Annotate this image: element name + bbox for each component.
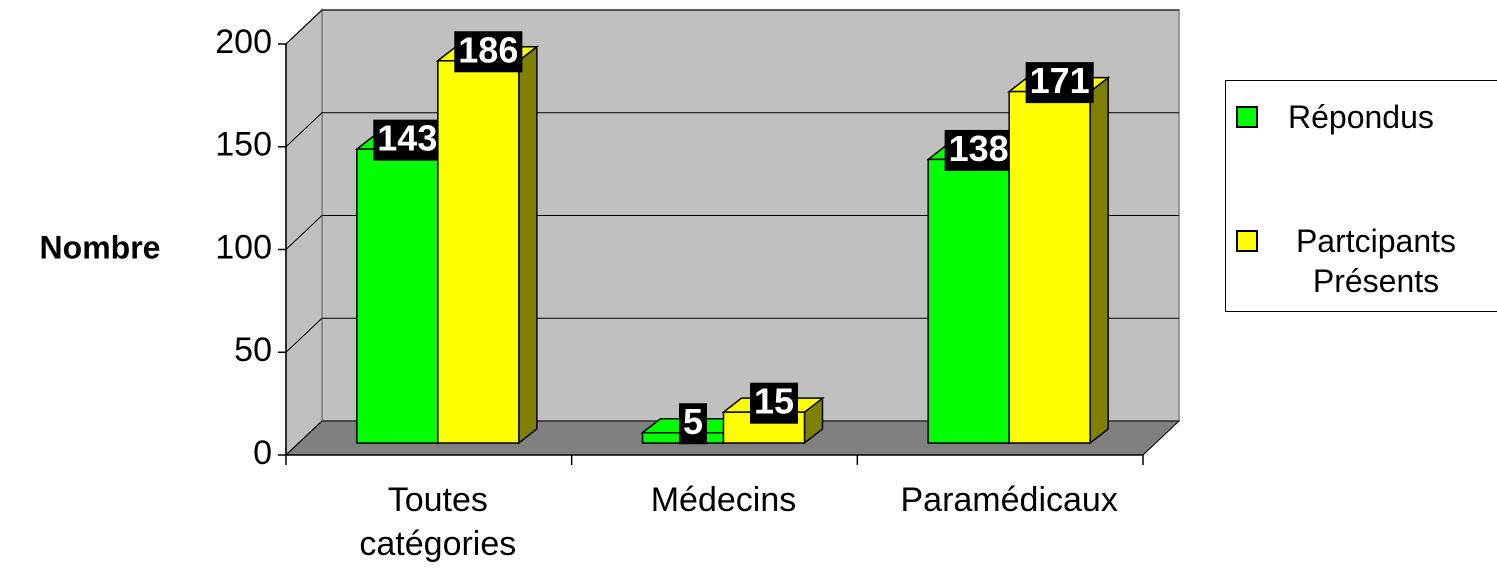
data-label: 186 <box>458 29 518 70</box>
data-label: 171 <box>1030 60 1090 101</box>
data-label-bg <box>373 119 442 161</box>
grid-line <box>285 112 1179 148</box>
bar <box>437 60 520 444</box>
legend-swatch <box>1236 106 1258 128</box>
y-tick-label: 150 <box>215 126 272 164</box>
y-tick-label: 200 <box>215 23 272 61</box>
legend-label: Répondus <box>1288 99 1434 135</box>
grid-line <box>285 9 1179 45</box>
bar <box>1008 90 1091 444</box>
bar <box>927 158 1010 444</box>
x-tick-label: Toutes catégories <box>359 481 517 563</box>
data-label: 143 <box>377 118 437 159</box>
y-axis-label: Nombre <box>40 229 161 265</box>
data-label-bg <box>944 129 1013 171</box>
grid-line <box>285 317 1179 353</box>
data-label: 138 <box>949 128 1009 169</box>
grid-line <box>285 215 1179 250</box>
data-label-bg <box>1025 62 1094 104</box>
legend: Répondus Partcipants Présents <box>1225 80 1497 312</box>
bar <box>356 148 439 444</box>
data-label: 5 <box>683 401 703 442</box>
bar-side <box>518 45 538 445</box>
legend-label: Partcipants Présents <box>1295 223 1457 299</box>
data-label-bg <box>749 382 799 424</box>
grid-line <box>285 420 1179 456</box>
bar-side <box>1089 76 1109 445</box>
y-tick-label: 100 <box>215 228 272 266</box>
data-label-bg <box>454 31 523 73</box>
legend-swatch <box>1236 230 1258 252</box>
x-tick-label: Paramédicaux <box>900 481 1118 519</box>
data-label: 15 <box>754 381 794 422</box>
y-tick-label: 0 <box>253 434 272 472</box>
x-tick-label: Médecins <box>650 481 797 519</box>
y-tick-label: 50 <box>234 331 272 369</box>
data-label-bg <box>678 403 708 445</box>
